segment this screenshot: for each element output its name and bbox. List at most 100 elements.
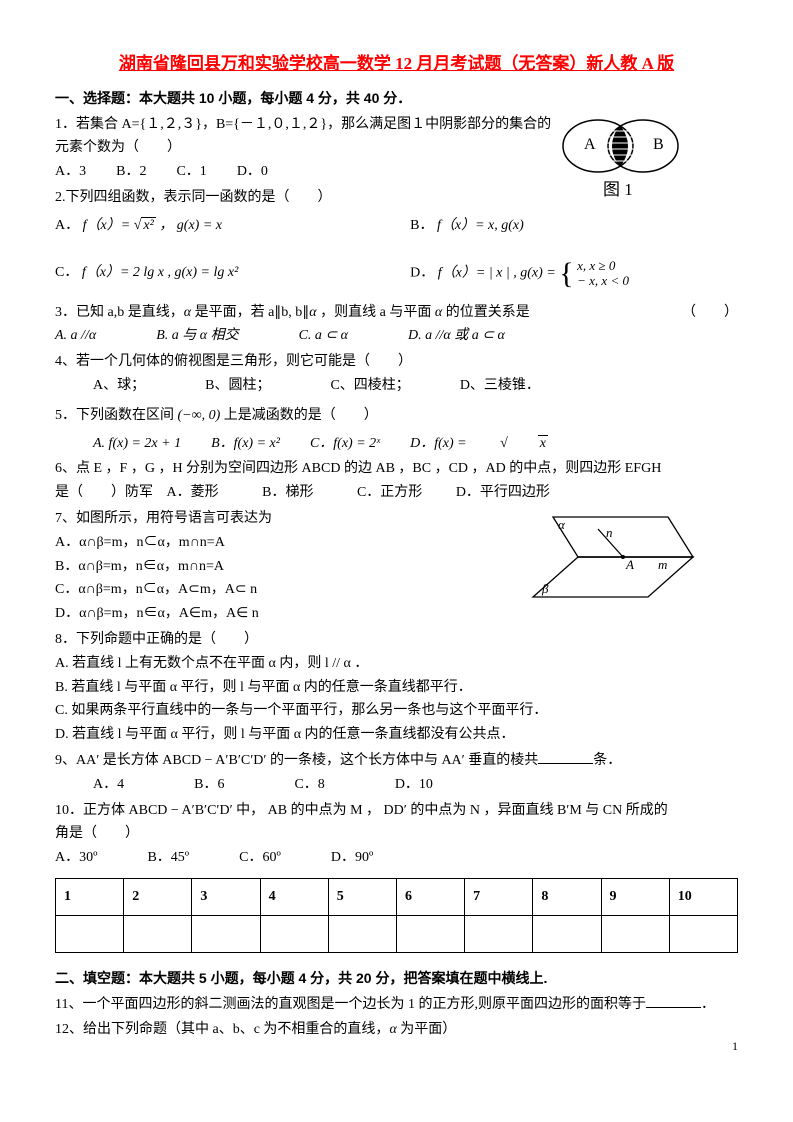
th-2: 2 — [124, 879, 192, 916]
question-2: 2.下列四组函数，表示同一函数的是（ ） A． f（x）= x² ， g(x) … — [55, 186, 738, 299]
answer-table: 1 2 3 4 5 6 7 8 9 10 — [55, 878, 738, 953]
q9-opt-a: A．4 — [93, 773, 124, 797]
q9-options: A．4 B．6 C．8 D．10 — [55, 773, 738, 797]
q4-options: A、球； B、圆柱； C、四棱柱； D、三棱锥． — [55, 374, 738, 398]
q2-opt-c: C． f（x）= 2 lg x , g(x) = lg x² — [55, 261, 410, 285]
q8-opt-d: D. 若直线 l 与平面 α 平行，则 l 与平面 α 内的任意一条直线都没有公… — [55, 723, 738, 747]
q4-opt-c: C、四棱柱； — [330, 374, 409, 398]
q5-stem: 5．下列函数在区间 (−∞, 0) 上是减函数的是（ ） — [55, 404, 738, 428]
q2-a-gx: ， g(x) = x — [159, 218, 222, 233]
svg-text:α: α — [558, 517, 566, 532]
th-6: 6 — [396, 879, 464, 916]
th-1: 1 — [56, 879, 124, 916]
question-4: 4、若一个几何体的俯视图是三角形，则它可能是（ ） A、球； B、圆柱； C、四… — [55, 350, 738, 398]
ans-10 — [669, 915, 737, 952]
q2-stem: 2.下列四组函数，表示同一函数的是（ ） — [55, 186, 738, 210]
section-1-heading: 一、选择题：本大题共 10 小题，每小题 4 分，共 40 分． — [55, 87, 738, 111]
planes-figure: α β n m A — [528, 507, 698, 616]
ans-3 — [192, 915, 260, 952]
question-12: 12、给出下列命题（其中 a、b、c 为不相重合的直线，α 为平面） — [55, 1018, 738, 1042]
q5-opt-b: B．f(x) = x² — [211, 432, 280, 456]
question-6: 6、点 E ，F ，G ，H 分别为空间四边形 ABCD 的边 AB ，BC ，… — [55, 457, 738, 505]
ans-6 — [396, 915, 464, 952]
ans-2 — [124, 915, 192, 952]
q2-opt-b: B． f（x）= x, g(x) — [410, 214, 738, 238]
q6-opt-a: A．菱形 — [167, 485, 219, 500]
venn-label-b: B — [653, 136, 664, 153]
q3-opt-c: C. a ⊂ α — [299, 324, 348, 348]
q6-opt-c: C．正方形 — [357, 485, 422, 500]
svg-text:β: β — [541, 581, 549, 596]
th-5: 5 — [328, 879, 396, 916]
th-10: 10 — [669, 879, 737, 916]
q2-opt-d: D． f（x）= | x | , g(x) = { x, x ≥ 0 − x, … — [410, 248, 738, 299]
q6-line1: 6、点 E ，F ，G ，H 分别为空间四边形 ABCD 的边 AB ，BC ，… — [55, 457, 738, 481]
q4-opt-a: A、球； — [93, 374, 145, 398]
planes-svg: α β n m A — [528, 507, 698, 607]
ans-8 — [533, 915, 601, 952]
question-7: 7、如图所示，用符号语言可表达为 A．α∩β=m，n⊂α，m∩n=A B．α∩β… — [55, 507, 738, 626]
table-answer-row — [56, 915, 738, 952]
q3-stem: 3．已知 a,b 是直线，α 是平面，若 a∥b, b∥α ，则直线 a 与平面… — [55, 301, 530, 325]
ans-5 — [328, 915, 396, 952]
q10-line2: 角是（ ） — [55, 822, 738, 846]
q5-opt-c: C．f(x) = 2ˣ — [310, 432, 380, 456]
q3-opt-a: A. a //α — [55, 324, 96, 348]
question-11: 11、一个平面四边形的斜二测画法的直观图是一个边长为 1 的正方形,则原平面四边… — [55, 993, 738, 1017]
ans-7 — [465, 915, 533, 952]
q6-opt-b: B．梯形 — [262, 485, 313, 500]
q8-stem: 8．下列命题中正确的是（ ） — [55, 628, 738, 652]
q2-b-label: B． — [410, 218, 433, 233]
question-5: 5．下列函数在区间 (−∞, 0) 上是减函数的是（ ） A. f(x) = 2… — [55, 404, 738, 456]
page-number: 1 — [732, 1036, 738, 1056]
q2-d-piecewise: x, x ≥ 0 − x, x < 0 — [577, 258, 629, 289]
q2-opt-a: A． f（x）= x² ， g(x) = x — [55, 214, 410, 238]
svg-text:m: m — [658, 557, 667, 572]
q1-opt-a: A．3 — [55, 160, 86, 184]
ans-9 — [601, 915, 669, 952]
q3-opt-d: D. a //α 或 a ⊂ α — [408, 324, 505, 348]
q1-opt-b: B．2 — [116, 160, 146, 184]
q2-c-fx: f（x）= 2 lg x , g(x) = lg x² — [82, 265, 238, 280]
th-9: 9 — [601, 879, 669, 916]
q3-options: A. a //α B. a 与 α 相交 C. a ⊂ α D. a //α 或… — [55, 324, 738, 348]
th-4: 4 — [260, 879, 328, 916]
q6-opt-d: D．平行四边形 — [456, 485, 550, 500]
q8-opt-b: B. 若直线 l 与平面 α 平行，则 l 与平面 α 内的任意一条直线都平行． — [55, 676, 738, 700]
q5-opt-d: D．f(x) = x — [410, 432, 578, 456]
th-7: 7 — [465, 879, 533, 916]
table-head-row: 1 2 3 4 5 6 7 8 9 10 — [56, 879, 738, 916]
q10-options: A．30º B．45º C．60º D．90º — [55, 846, 738, 870]
q11-blank — [646, 993, 701, 1008]
question-1: 1．若集合 A={１,２,３}，B={－１,０,１,２}，那么满足图１中阴影部分… — [55, 113, 738, 184]
q2-a-label: A． — [55, 218, 79, 233]
q1-opt-c: C．1 — [176, 160, 206, 184]
th-3: 3 — [192, 879, 260, 916]
q10-opt-a: A．30º — [55, 846, 97, 870]
q3-paren: （ ） — [682, 301, 738, 325]
q2-a-fx: f（x）= x² — [83, 217, 156, 233]
q10-line1: 10．正方体 ABCD − A′B′C′D′ 中， AB 的中点为 M ， DD… — [55, 799, 738, 823]
section-2-heading: 二、填空题：本大题共 5 小题，每小题 4 分，共 20 分，把答案填在题中横线… — [55, 967, 738, 991]
venn-label-a: A — [584, 136, 596, 153]
question-10: 10．正方体 ABCD − A′B′C′D′ 中， AB 的中点为 M ， DD… — [55, 799, 738, 870]
piecewise-bot: − x, x < 0 — [577, 273, 629, 289]
q2-d-label: D． — [410, 265, 434, 280]
piecewise-top: x, x ≥ 0 — [577, 258, 629, 274]
question-9: 9、AA′ 是长方体 ABCD − A′B′C′D′ 的一条棱，这个长方体中与 … — [55, 749, 738, 797]
q10-opt-b: B．45º — [147, 846, 189, 870]
q8-opt-c: C. 如果两条平行直线中的一条与一个平面平行，那么另一条也与这个平面平行． — [55, 699, 738, 723]
q1-opt-d: D．0 — [237, 160, 268, 184]
q2-b-txt: f（x）= x, g(x) — [437, 218, 524, 233]
q4-opt-d: D、三棱锥． — [460, 374, 540, 398]
q3-opt-b: B. a 与 α 相交 — [156, 324, 238, 348]
q9-stem: 9、AA′ 是长方体 ABCD − A′B′C′D′ 的一条棱，这个长方体中与 … — [55, 749, 738, 773]
q5-opt-a: A. f(x) = 2x + 1 — [93, 432, 181, 456]
q4-opt-b: B、圆柱； — [205, 374, 270, 398]
q8-opt-a: A. 若直线 l 上有无数个点不在平面 α 内，则 l // α ． — [55, 652, 738, 676]
ans-4 — [260, 915, 328, 952]
q9-opt-b: B．6 — [194, 773, 224, 797]
question-3: 3．已知 a,b 是直线，α 是平面，若 a∥b, b∥α ，则直线 a 与平面… — [55, 301, 738, 349]
q9-opt-d: D．10 — [395, 773, 433, 797]
svg-text:A: A — [625, 557, 634, 572]
